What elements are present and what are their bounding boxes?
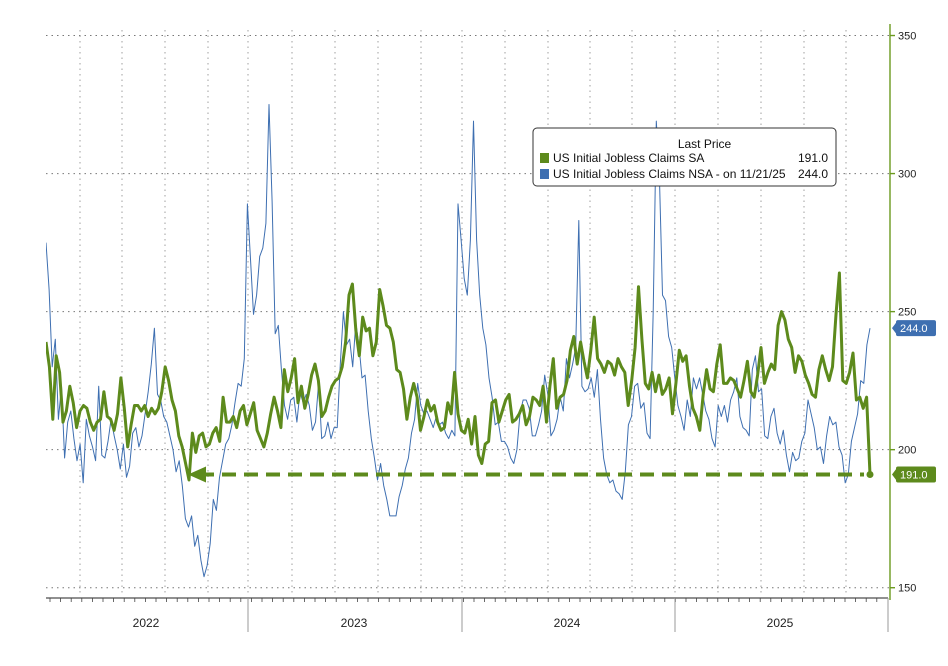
legend-label: US Initial Jobless Claims SA xyxy=(553,151,704,165)
y-tick-label: 250 xyxy=(898,307,916,319)
badge-value: 191.0 xyxy=(900,470,928,482)
y-tick-label: 350 xyxy=(898,31,916,43)
last-value-badges: 244.0 191.0 xyxy=(892,320,936,483)
reference-line xyxy=(188,466,864,483)
legend-box xyxy=(532,127,837,187)
nsa-series-line xyxy=(46,104,871,578)
legend-swatch xyxy=(540,153,549,163)
legend-swatch xyxy=(540,169,549,179)
x-year-label: 2025 xyxy=(767,616,794,630)
legend-label: US Initial Jobless Claims NSA - on 11/21… xyxy=(553,167,786,181)
legend-title: Last Price xyxy=(678,137,732,151)
y-tick-label: 300 xyxy=(898,169,916,181)
legend-value: 244.0 xyxy=(798,167,828,181)
last-value-badge xyxy=(896,320,936,337)
gridlines xyxy=(46,30,890,596)
x-axis: 2022 2023 2024 2025 xyxy=(46,597,889,632)
legend-value: 191.0 xyxy=(798,151,828,165)
x-year-label: 2023 xyxy=(341,616,368,630)
reference-arrowhead xyxy=(188,466,206,483)
x-year-label: 2024 xyxy=(554,616,581,630)
series-lines xyxy=(46,104,874,578)
y-axis: 150 200 250 300 350 xyxy=(889,24,916,600)
y-tick-label: 200 xyxy=(898,445,916,457)
x-year-label: 2022 xyxy=(133,616,160,630)
badge-value: 244.0 xyxy=(900,323,928,335)
sa-series-line xyxy=(46,271,872,482)
last-value-badge xyxy=(896,466,936,483)
sa-last-point xyxy=(866,471,874,479)
y-tick-label: 150 xyxy=(898,583,916,595)
